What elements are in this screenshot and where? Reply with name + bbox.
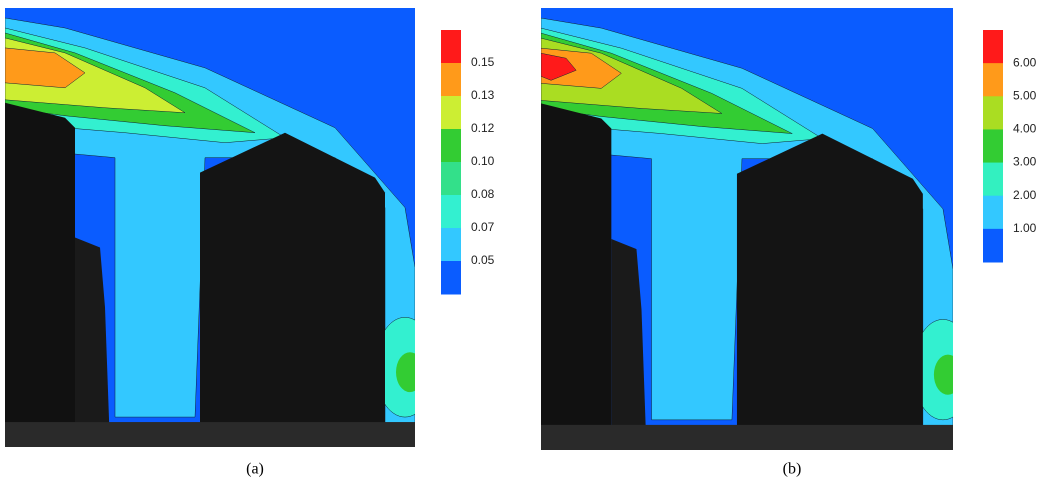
colorbar-band: [441, 96, 461, 130]
colorbar-band: [441, 129, 461, 163]
colorbar-band: [983, 30, 1003, 64]
colorbar-band: [441, 195, 461, 229]
field: [5, 8, 435, 447]
colorbar-band: [983, 163, 1003, 197]
building: [737, 134, 923, 450]
field: [541, 8, 973, 450]
colorbar-band: [983, 96, 1003, 130]
building: [200, 133, 385, 447]
caption: (a): [246, 461, 264, 478]
colorbar-band: [441, 162, 461, 196]
contour-panel: [5, 8, 435, 447]
colorbar-label: 0.08: [471, 187, 495, 201]
figure: 0.15 0.13 0.12 0.10 0.08 0.07 0.05 (a) 6.00 5.00 4…: [0, 0, 1042, 486]
colorbar-label: 6.00: [1013, 55, 1037, 69]
building: [5, 103, 75, 447]
colorbar-label: 0.05: [471, 253, 495, 267]
colorbar-band: [983, 129, 1003, 163]
contour: [934, 355, 962, 395]
contour-panel: [541, 8, 973, 450]
colorbar-band: [441, 228, 461, 262]
colorbar-band: [983, 196, 1003, 230]
caption: (b): [783, 461, 802, 478]
colorbar-band: [983, 63, 1003, 97]
colorbar-label: 0.13: [471, 88, 495, 102]
colorbar-label: 0.12: [471, 121, 495, 135]
building: [541, 103, 611, 450]
colorbar-band: [441, 261, 461, 295]
colorbar-label: 3.00: [1013, 155, 1037, 169]
colorbar-band: [441, 63, 461, 97]
colorbar-label: 2.00: [1013, 188, 1037, 202]
contour: [396, 352, 424, 392]
colorbar-label: 5.00: [1013, 88, 1037, 102]
colorbar-label: 4.00: [1013, 122, 1037, 136]
colorbar-band: [441, 30, 461, 64]
colorbar-label: 0.15: [471, 55, 495, 69]
ground: [541, 425, 953, 450]
colorbar-label: 0.07: [471, 220, 495, 234]
colorbar-label: 0.10: [471, 154, 495, 168]
ground: [5, 422, 415, 447]
colorbar-label: 1.00: [1013, 221, 1037, 235]
colorbar-band: [983, 229, 1003, 263]
